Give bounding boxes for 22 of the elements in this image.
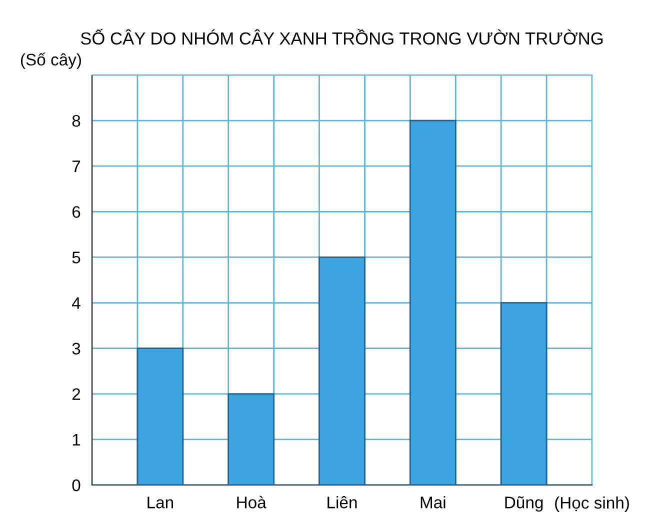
y-tick-label: 7: [72, 160, 80, 172]
bar: [228, 393, 275, 485]
bar: [500, 302, 548, 485]
y-axis-title: (Số cây): [20, 52, 81, 69]
bar: [136, 348, 184, 485]
x-tick-label: Mai: [420, 496, 446, 508]
x-tick-label: Dũng: [505, 496, 543, 512]
y-tick-label: 5: [72, 252, 80, 264]
y-tick-label: 3: [72, 342, 80, 355]
y-tick-label: 8: [72, 114, 80, 127]
bar: [318, 256, 366, 485]
bar: [409, 120, 456, 485]
x-tick-label: Liên: [328, 496, 357, 508]
y-tick-label: 2: [72, 388, 80, 400]
x-tick-label: Hoà: [237, 496, 266, 508]
y-tick-label: 0: [72, 479, 80, 492]
y-tick-label: 4: [72, 297, 80, 309]
x-axis-title: (Học sinh): [555, 496, 629, 512]
x-tick-label: Lan: [148, 496, 174, 508]
y-tick-label: 1: [72, 434, 80, 446]
y-tick-label: 6: [72, 206, 80, 218]
chart-title: SỐ CÂY DO NHÓM CÂY XANH TRỒNG TRONG VƯỜN TRƯỜNG: [80, 28, 603, 45]
